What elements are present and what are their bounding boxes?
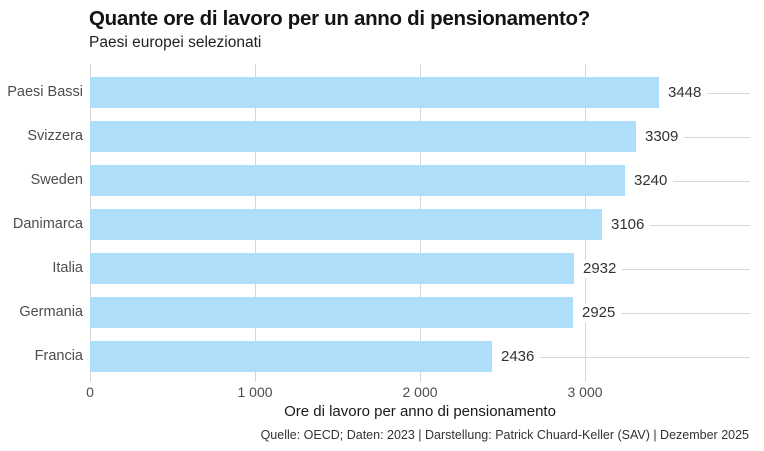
y-axis-label: Germania	[19, 304, 83, 320]
bar-value-label: 2932	[581, 259, 619, 278]
x-tick-label: 3 000	[567, 384, 603, 400]
y-axis-label: Svizzera	[27, 128, 83, 144]
leader-line	[684, 136, 750, 138]
plot-area: 3448 3309 3240 3106 2932 2925 2436	[90, 64, 750, 382]
leader-line	[673, 180, 750, 182]
bar-row: 3106	[90, 209, 750, 240]
bar-value-label: 3240	[632, 171, 670, 190]
leader-line	[540, 356, 750, 358]
bar-value-label: 3448	[666, 83, 704, 102]
bar	[90, 165, 625, 196]
source-note: Quelle: OECD; Daten: 2023 | Darstellung:…	[260, 428, 749, 442]
leader-line	[622, 268, 750, 270]
y-axis-label: Paesi Bassi	[7, 84, 83, 100]
y-axis-label: Sweden	[30, 172, 83, 188]
x-tick-label: 1 000	[237, 384, 273, 400]
bar	[90, 341, 492, 372]
bar	[90, 253, 574, 284]
bar-value-label: 3309	[643, 127, 681, 146]
bar-value-label: 2925	[580, 303, 618, 322]
bar-row: 3240	[90, 165, 750, 196]
leader-line	[650, 224, 750, 226]
x-tick-label: 0	[86, 384, 94, 400]
bar	[90, 77, 659, 108]
leader-line	[707, 92, 750, 94]
x-axis-label: Ore di lavoro per anno di pensionamento	[284, 403, 556, 420]
x-tick-label: 2 000	[402, 384, 438, 400]
y-axis-label: Italia	[52, 260, 83, 276]
chart-subtitle: Paesi europei selezionati	[89, 34, 262, 51]
bar	[90, 121, 636, 152]
bar-row: 2925	[90, 297, 750, 328]
bar-row: 3448	[90, 77, 750, 108]
leader-line	[621, 312, 750, 314]
bar-row: 3309	[90, 121, 750, 152]
bar-value-label: 3106	[609, 215, 647, 234]
bar-row: 2932	[90, 253, 750, 284]
y-axis-label: Francia	[34, 348, 83, 364]
y-axis-label: Danimarca	[12, 216, 83, 232]
bar	[90, 297, 573, 328]
bar-row: 2436	[90, 341, 750, 372]
chart-title: Quante ore di lavoro per un anno di pens…	[89, 7, 590, 30]
bar-value-label: 2436	[499, 347, 537, 366]
bar	[90, 209, 602, 240]
